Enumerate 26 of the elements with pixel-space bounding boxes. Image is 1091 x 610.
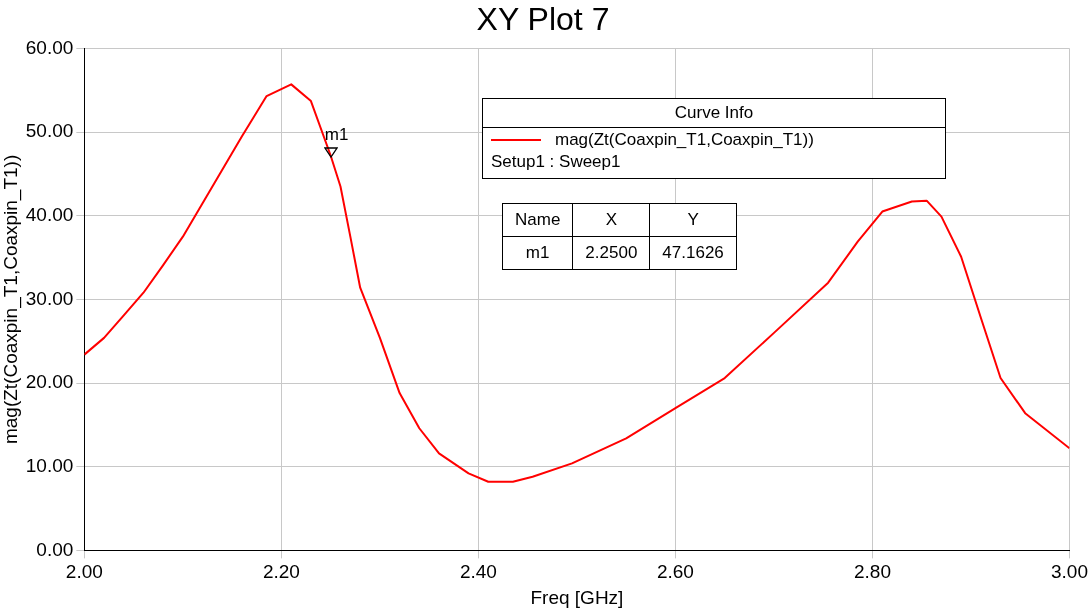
x-tick-label: 2.20 xyxy=(262,561,300,583)
y-axis-title: mag(Zt(Coaxpin_T1,Coaxpin_T1)) xyxy=(0,154,22,445)
y-tick-label: 60.00 xyxy=(25,36,74,58)
y-tick-label: 10.00 xyxy=(25,454,74,476)
x-tick-label: 3.00 xyxy=(1051,561,1088,583)
legend-label: mag(Zt(Coaxpin_T1,Coaxpin_T1)) xyxy=(555,130,814,150)
x-axis-title: Freq [GHz] xyxy=(530,586,624,608)
x-tick-label: 2.80 xyxy=(853,561,891,583)
chart-title: XY Plot 7 xyxy=(476,1,610,38)
legend-title: Curve Info xyxy=(673,102,755,124)
annotation: Setup1 : Sweep1 xyxy=(490,152,622,173)
x-tick-label: 2.40 xyxy=(459,561,497,583)
x-tick-label: 2.00 xyxy=(65,561,103,583)
annotation: m1 xyxy=(502,236,573,270)
annotation: m1 xyxy=(324,124,349,144)
annotation: Name xyxy=(502,203,573,237)
annotation: 2.2500 xyxy=(572,236,650,270)
annotation: X xyxy=(572,203,650,237)
y-tick-label: 0.00 xyxy=(36,538,74,560)
y-tick-label: 50.00 xyxy=(25,120,74,142)
x-tick-label: 2.60 xyxy=(656,561,694,583)
annotation: 47.1626 xyxy=(649,236,737,270)
y-tick-label: 40.00 xyxy=(25,203,74,225)
y-tick-label: 30.00 xyxy=(25,287,74,309)
y-tick-label: 20.00 xyxy=(25,371,74,393)
annotation: Y xyxy=(649,203,737,237)
